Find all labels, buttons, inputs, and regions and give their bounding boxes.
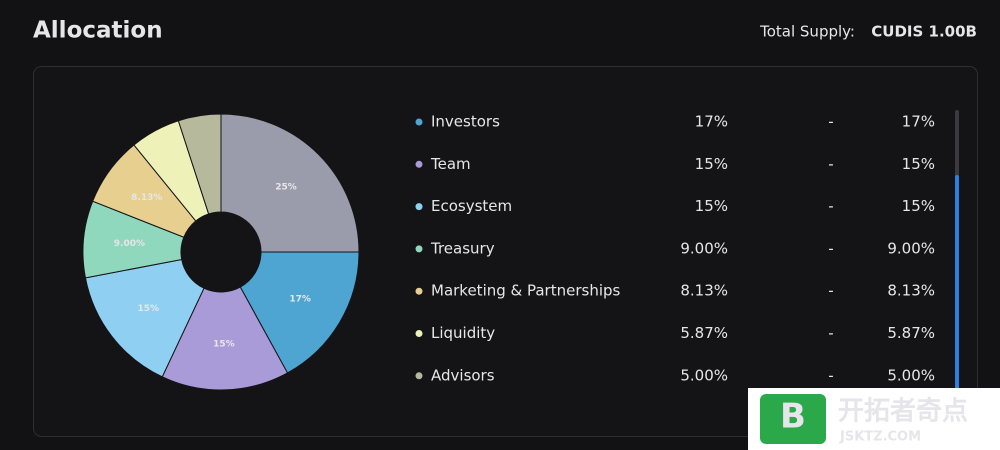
slice-label: 15% (213, 339, 235, 349)
legend-name: Investors (431, 113, 500, 131)
row-share: 15% (695, 197, 728, 215)
row-share: 8.13% (680, 282, 728, 300)
legend-dot (415, 287, 423, 295)
row-dash: - (828, 239, 833, 257)
row-dash: - (828, 366, 833, 384)
scroll-thumb[interactable] (955, 175, 959, 390)
pie-slice (220, 113, 360, 253)
legend-dot (415, 330, 423, 337)
row-share: 9.00% (680, 239, 728, 257)
pie-slice (84, 258, 205, 378)
supply-value: CUDIS 1.00B (871, 23, 977, 41)
row-dash: - (828, 324, 833, 342)
row-share: 5.87% (680, 324, 728, 342)
supply-label: Total Supply: (759, 23, 855, 41)
row-dash: - (828, 155, 833, 173)
legend-dot (415, 203, 423, 211)
legend-name: Advisors (431, 366, 495, 384)
row-share: 15% (695, 155, 728, 173)
row-amount: 8.13% (887, 282, 935, 300)
watermark-icon-bg (760, 394, 826, 444)
row-amount: 15% (902, 155, 935, 173)
legend-dot (415, 372, 423, 380)
watermark-site: JSKTZ.COM (839, 430, 921, 445)
row-dash: - (828, 113, 833, 131)
legend-name: Team (430, 155, 471, 173)
pie-slice (177, 113, 222, 215)
pie-slice (239, 251, 360, 374)
pie-slice (161, 286, 289, 391)
row-amount: 17% (902, 113, 935, 131)
row-share: 5.00% (680, 366, 728, 384)
legend-dot (415, 245, 423, 253)
legend-name: Liquidity (431, 324, 495, 342)
row-amount: 5.87% (887, 324, 935, 342)
watermark-icon: B (780, 397, 806, 437)
legend-name: Ecosystem (431, 197, 512, 215)
legend-dot (415, 160, 423, 168)
slice-label: 25% (275, 182, 297, 192)
watermark-brand: 开拓者奇点 (838, 396, 968, 427)
legend-name: Treasury (430, 239, 495, 257)
row-share: 17% (695, 113, 728, 131)
row-dash: - (828, 282, 833, 300)
slice-label: 8.13% (131, 193, 162, 203)
row-amount: 15% (902, 197, 935, 215)
slice-label: 9.00% (114, 239, 145, 249)
slice-label: 15% (138, 304, 160, 314)
row-amount: 5.00% (887, 366, 935, 384)
legend-dot (415, 118, 423, 126)
legend-name: Marketing & Partnerships (431, 282, 621, 300)
title: Allocation (33, 18, 163, 44)
row-amount: 9.00% (887, 239, 935, 257)
watermark: B 开拓者奇点 JSKTZ.COM (748, 388, 1000, 450)
row-dash: - (828, 197, 833, 215)
slice-label: 17% (289, 294, 311, 304)
